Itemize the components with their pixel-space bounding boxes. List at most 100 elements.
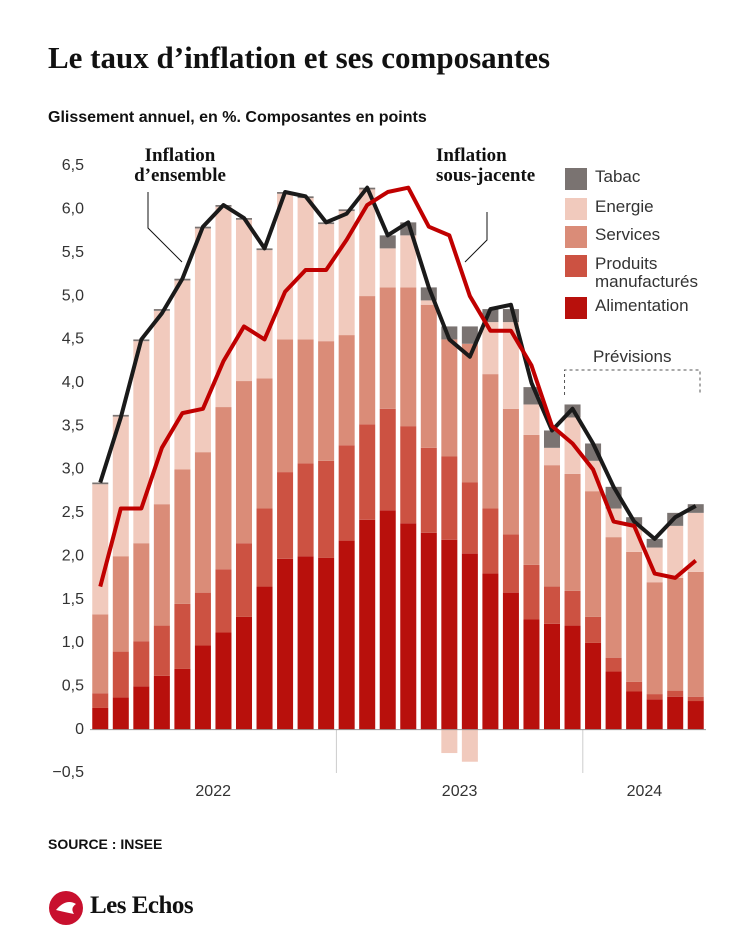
bar-segment [687,504,704,513]
bar-segment [256,508,273,587]
y-tick-label: 3,5 [62,417,84,434]
bar-segment [235,381,253,544]
legend-swatch [565,198,587,220]
bar-segment [564,590,581,626]
bar-segment [379,248,396,288]
bar-segment [215,407,232,570]
bar-segment [605,537,622,658]
y-tick-label: 4,5 [62,331,84,348]
bar-segment [112,651,129,698]
bar-segment [256,250,273,379]
bar-segment [277,558,294,730]
bar-segment [482,573,499,730]
bar-segment [174,603,191,669]
bar-segment [318,341,335,461]
bar-segment [235,219,253,382]
legend-label: Produits manufacturés [595,254,698,291]
bar-segment [605,657,622,672]
bar-segment [277,193,294,340]
bar-segment [441,339,458,457]
bar-segment [379,287,396,409]
bar-segment [379,510,396,730]
legend-swatch [565,168,587,190]
bar-segment [359,189,376,297]
bar-segment [359,424,376,520]
bar-segment [277,472,294,559]
subtitle: Glissement annuel, en %. Composantes en … [48,109,427,126]
bar-segment [112,556,129,652]
bar-segment [174,668,191,730]
legend-item: Energie [565,198,654,220]
bar-segment [461,482,478,554]
bar-segment [215,569,232,633]
legend-label: Energie [595,197,654,216]
legend-swatch [565,255,587,277]
y-tick-label: 6,5 [62,157,84,174]
forecast-bracket [564,369,701,395]
logo-icon [49,891,83,925]
bar-segment [667,690,684,697]
legend-label: Services [595,225,661,244]
bar-segment [626,551,643,682]
bar-segment [441,539,458,730]
bar-segment [543,447,561,466]
bar-segment [564,473,581,591]
bar-segment [687,571,704,697]
legend-label: Alimentation [595,296,689,315]
bar-segment [482,508,499,574]
bar-segment [461,343,478,483]
bar-segment [338,445,355,541]
bar-segment [133,686,150,730]
bar-segment [523,434,540,565]
bar-segment [153,675,170,730]
brand: Les Echos [90,892,194,919]
y-tick-label: 0 [75,721,84,738]
bar-segment [646,538,663,548]
bar-segment [420,532,437,730]
bar-segment [543,430,561,448]
bar-segment [564,625,581,730]
bar-segment [667,525,684,578]
bar-segment [687,696,704,702]
forecast-label: Prévisions [593,347,672,366]
bar-segment [153,310,170,505]
bar-segment [441,456,458,540]
bar-segment [646,582,663,695]
y-tick-label: 1,5 [62,591,84,608]
bar-segment [626,681,643,692]
bar-segment [400,523,417,730]
legend-swatch [565,226,587,248]
legend-item: Alimentation [565,297,689,319]
y-tick-label: 5,0 [62,287,84,304]
annotation: Inflation d’ensemble [134,145,226,186]
bar-segment [133,543,150,642]
line-series [98,185,697,541]
bar-segment [277,339,294,473]
bar-segment [92,693,109,708]
bar-segment [318,557,335,730]
bar-segment [235,616,253,730]
bar-segment [359,296,376,425]
leader-line [464,212,488,263]
y-tick-label: 2,5 [62,504,84,521]
annotation: Inflation sous-jacente [436,145,536,186]
bar-segment [420,304,437,448]
bar-segment [92,482,109,485]
bar-segment [297,339,314,464]
bar-segment [133,641,150,687]
bar-segment [379,408,396,511]
bar-segment [359,519,376,730]
bar-segment [523,619,540,730]
leader-line [147,192,183,263]
bar-segment [112,697,129,730]
bar-segment [400,235,417,288]
bar-segment [502,534,519,593]
bar-segment [318,460,335,558]
bar-segment [523,404,540,435]
bar-segment [133,341,150,544]
x-group-label: 2023 [442,783,478,800]
bar-segment [461,729,478,762]
bar-segment [502,408,519,535]
